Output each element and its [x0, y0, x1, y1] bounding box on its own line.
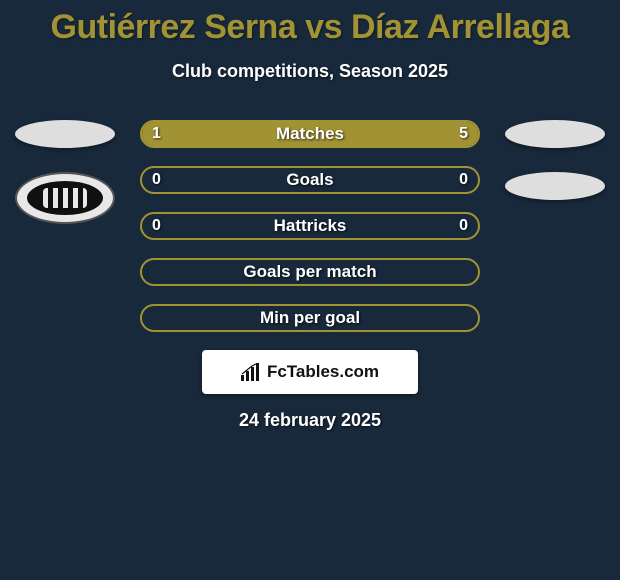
club-badge-logo — [15, 172, 115, 224]
stat-label: Goals per match — [142, 260, 478, 284]
stat-bar: 00Hattricks — [140, 212, 480, 240]
left-badges-column — [10, 120, 120, 224]
stat-bar: 00Goals — [140, 166, 480, 194]
stat-label: Min per goal — [142, 306, 478, 330]
comparison-panel: 15Matches 00Goals 00Hattricks Goals per mat… — [0, 120, 620, 431]
chart-icon — [241, 363, 261, 381]
date-label: 24 february 2025 — [0, 410, 620, 431]
stat-bar: Goals per match — [140, 258, 480, 286]
stat-bar: Min per goal — [140, 304, 480, 332]
stat-label: Goals — [142, 168, 478, 192]
brand-text: FcTables.com — [267, 362, 379, 382]
right-badges-column — [500, 120, 610, 224]
club-badge-placeholder — [15, 120, 115, 148]
stat-bar: 15Matches — [140, 120, 480, 148]
page-subtitle: Club competitions, Season 2025 — [0, 61, 620, 82]
stat-label: Hattricks — [142, 214, 478, 238]
brand-box: FcTables.com — [202, 350, 418, 394]
stat-label: Matches — [142, 122, 478, 146]
page-title: Gutiérrez Serna vs Díaz Arrellaga — [0, 0, 620, 47]
stat-bars: 15Matches 00Goals 00Hattricks Goals per mat… — [140, 120, 480, 332]
club-badge-placeholder — [505, 120, 605, 148]
club-badge-placeholder — [505, 172, 605, 200]
